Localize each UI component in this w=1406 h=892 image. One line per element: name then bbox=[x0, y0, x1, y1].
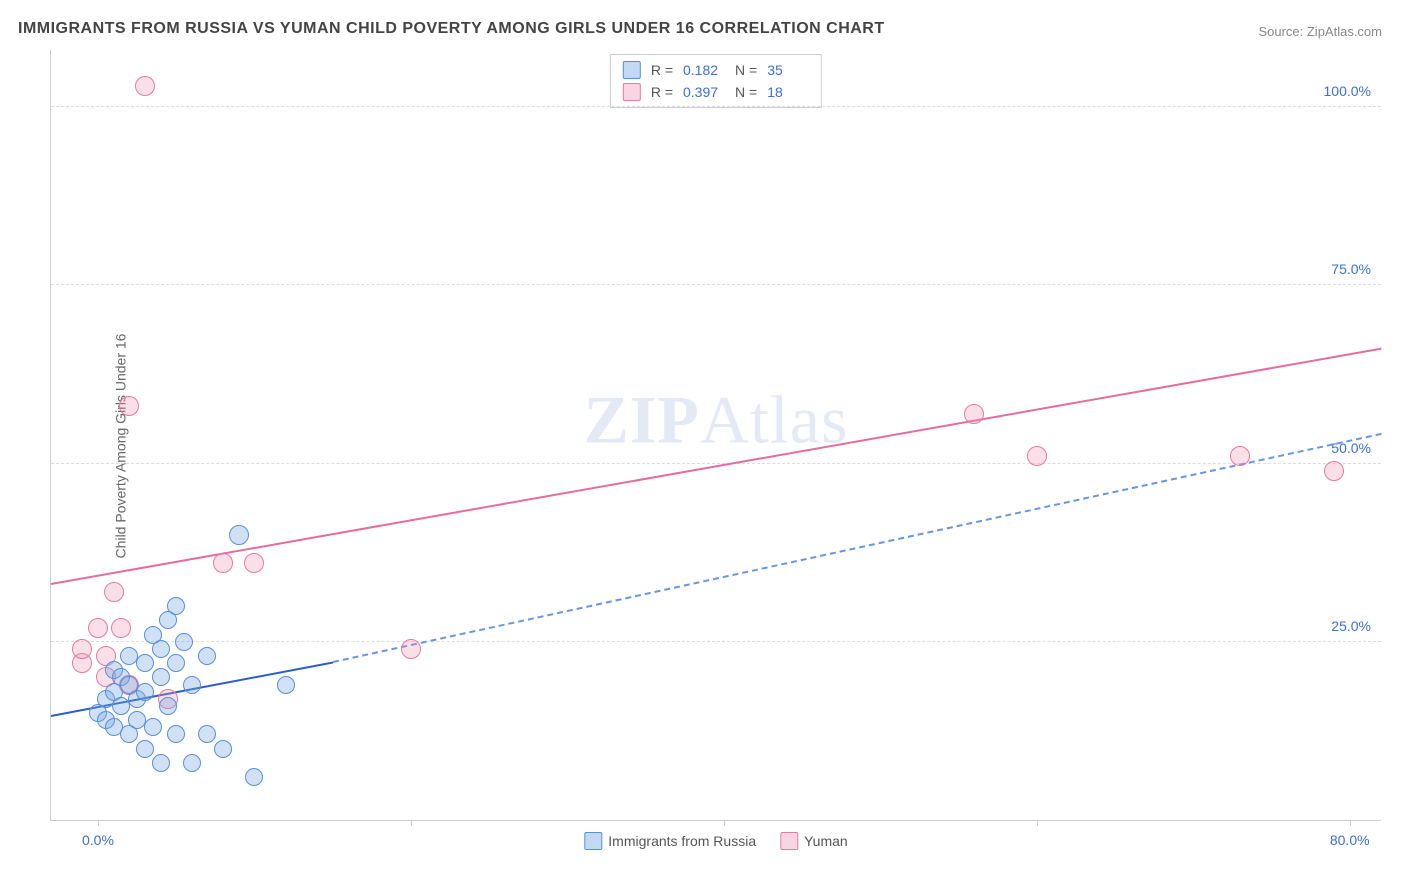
x-tick bbox=[1037, 820, 1038, 826]
data-point-pink[interactable] bbox=[88, 618, 108, 638]
data-point-pink[interactable] bbox=[244, 553, 264, 573]
watermark-bold: ZIP bbox=[584, 381, 700, 457]
data-point-pink[interactable] bbox=[964, 404, 984, 424]
data-point-pink[interactable] bbox=[1230, 446, 1250, 466]
r-label: R = bbox=[651, 84, 673, 100]
data-point-blue[interactable] bbox=[159, 697, 177, 715]
y-tick-label: 25.0% bbox=[1331, 618, 1371, 634]
data-point-pink[interactable] bbox=[401, 639, 421, 659]
data-point-blue[interactable] bbox=[277, 676, 295, 694]
data-point-blue[interactable] bbox=[136, 654, 154, 672]
correlation-legend: R = 0.182 N = 35 R = 0.397 N = 18 bbox=[610, 54, 822, 108]
correlation-row-blue: R = 0.182 N = 35 bbox=[623, 59, 809, 81]
data-point-pink[interactable] bbox=[213, 553, 233, 573]
trendline-blue-dashed bbox=[332, 433, 1381, 663]
x-tick bbox=[1350, 820, 1351, 826]
chart-title: IMMIGRANTS FROM RUSSIA VS YUMAN CHILD PO… bbox=[18, 20, 885, 38]
gridline bbox=[51, 284, 1381, 285]
n-label: N = bbox=[735, 62, 757, 78]
y-tick-label: 75.0% bbox=[1331, 261, 1371, 277]
data-point-blue[interactable] bbox=[152, 668, 170, 686]
data-point-blue[interactable] bbox=[136, 683, 154, 701]
swatch-blue-icon bbox=[584, 832, 602, 850]
data-point-pink[interactable] bbox=[135, 76, 155, 96]
data-point-blue[interactable] bbox=[183, 754, 201, 772]
chart-container: IMMIGRANTS FROM RUSSIA VS YUMAN CHILD PO… bbox=[0, 0, 1406, 892]
source-label: Source: bbox=[1258, 24, 1306, 39]
legend-label-pink: Yuman bbox=[804, 833, 848, 849]
data-point-blue[interactable] bbox=[175, 633, 193, 651]
legend-item-pink[interactable]: Yuman bbox=[780, 832, 848, 850]
data-point-blue[interactable] bbox=[167, 597, 185, 615]
gridline bbox=[51, 463, 1381, 464]
data-point-pink[interactable] bbox=[1324, 461, 1344, 481]
data-point-pink[interactable] bbox=[104, 582, 124, 602]
gridline bbox=[51, 106, 1381, 107]
plot-area: ZIPAtlas R = 0.182 N = 35 R = 0.397 N = … bbox=[50, 50, 1381, 821]
data-point-pink[interactable] bbox=[1027, 446, 1047, 466]
data-point-blue[interactable] bbox=[167, 654, 185, 672]
n-label: N = bbox=[735, 84, 757, 100]
source-name: ZipAtlas.com bbox=[1307, 24, 1382, 39]
data-point-blue[interactable] bbox=[136, 740, 154, 758]
data-point-pink[interactable] bbox=[72, 639, 92, 659]
swatch-pink-icon bbox=[780, 832, 798, 850]
data-point-pink[interactable] bbox=[111, 618, 131, 638]
y-tick-label: 100.0% bbox=[1324, 83, 1371, 99]
data-point-blue[interactable] bbox=[144, 718, 162, 736]
r-value-pink: 0.397 bbox=[683, 84, 725, 100]
source-attribution: Source: ZipAtlas.com bbox=[1258, 24, 1382, 39]
data-point-blue[interactable] bbox=[229, 525, 249, 545]
correlation-row-pink: R = 0.397 N = 18 bbox=[623, 81, 809, 103]
r-value-blue: 0.182 bbox=[683, 62, 725, 78]
data-point-blue[interactable] bbox=[152, 640, 170, 658]
data-point-blue[interactable] bbox=[183, 676, 201, 694]
data-point-pink[interactable] bbox=[119, 396, 139, 416]
n-value-pink: 18 bbox=[767, 84, 809, 100]
x-tick-label: 80.0% bbox=[1330, 832, 1370, 848]
x-tick-label: 0.0% bbox=[82, 832, 114, 848]
x-tick bbox=[98, 820, 99, 826]
legend-item-blue[interactable]: Immigrants from Russia bbox=[584, 832, 756, 850]
gridline bbox=[51, 641, 1381, 642]
data-point-blue[interactable] bbox=[245, 768, 263, 786]
swatch-pink-icon bbox=[623, 83, 641, 101]
series-legend: Immigrants from Russia Yuman bbox=[584, 832, 847, 850]
legend-label-blue: Immigrants from Russia bbox=[608, 833, 756, 849]
data-point-blue[interactable] bbox=[198, 647, 216, 665]
data-point-blue[interactable] bbox=[214, 740, 232, 758]
data-point-blue[interactable] bbox=[167, 725, 185, 743]
n-value-blue: 35 bbox=[767, 62, 809, 78]
x-tick bbox=[724, 820, 725, 826]
x-tick bbox=[411, 820, 412, 826]
swatch-blue-icon bbox=[623, 61, 641, 79]
r-label: R = bbox=[651, 62, 673, 78]
data-point-blue[interactable] bbox=[152, 754, 170, 772]
watermark: ZIPAtlas bbox=[584, 380, 849, 459]
data-point-blue[interactable] bbox=[198, 725, 216, 743]
